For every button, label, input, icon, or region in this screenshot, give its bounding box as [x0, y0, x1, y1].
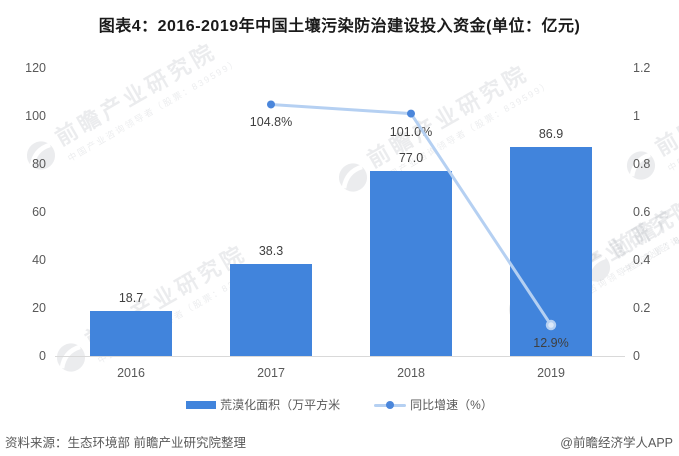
right-axis-tick: 0 — [633, 349, 640, 363]
right-axis-tick: 1.2 — [633, 61, 651, 75]
chart-title: 图表4：2016-2019年中国土壤污染防治建设投入资金(单位：亿元) — [98, 18, 581, 35]
left-axis-tick: 80 — [32, 157, 46, 171]
x-axis-label: 2017 — [257, 366, 285, 380]
bar-value-label: 86.9 — [538, 127, 564, 142]
x-axis-label: 2018 — [397, 366, 425, 380]
brand-note: @前瞻经济学人APP — [560, 436, 673, 450]
right-axis-tick: 0.8 — [633, 157, 651, 171]
bar-2016 — [90, 311, 172, 356]
watermark-subtext: 中国产业咨询领导者（股票：839599） — [66, 56, 241, 164]
left-axis-tick: 60 — [32, 205, 46, 219]
line-swatch-icon — [374, 400, 407, 410]
growth-rate-label: 104.8% — [249, 115, 293, 130]
watermark-text: 前瞻产业研究院 — [651, 47, 679, 161]
qianzhan-watermark: 前瞻产业研究院 中国产业咨询领导者（股票：839599） — [17, 27, 242, 183]
growth-rate-label: 12.9% — [533, 336, 569, 351]
source-note: 资料来源：生态环境部 前瞻产业研究院整理 — [5, 436, 246, 450]
left-axis-tick: 100 — [25, 109, 46, 123]
legend-label-line: 同比增速（%） — [410, 398, 493, 412]
bar-2017 — [230, 264, 312, 356]
bar-2018 — [370, 171, 452, 356]
line-marker-2018 — [407, 109, 415, 118]
left-axis-tick: 0 — [39, 349, 46, 363]
bar-2019 — [510, 147, 592, 356]
right-axis-tick: 0.6 — [633, 205, 651, 219]
legend-label-bar: 荒漠化面积（万平方米 — [220, 398, 341, 412]
legend: 荒漠化面积（万平方米 同比增速（%） — [0, 396, 679, 413]
x-axis-line — [55, 356, 625, 357]
left-axis-tick: 40 — [32, 253, 46, 267]
left-axis-tick: 20 — [32, 301, 46, 315]
right-axis-tick: 0.4 — [633, 253, 651, 267]
right-axis-tick: 1 — [633, 109, 640, 123]
growth-rate-label: 101.0% — [389, 124, 433, 139]
bar-value-label: 77.0 — [398, 151, 424, 166]
right-axis-tick: 0.2 — [633, 301, 651, 315]
left-axis-tick: 120 — [25, 61, 46, 75]
line-marker-2017 — [267, 100, 275, 109]
legend-item-line-series: 同比增速（%） — [374, 396, 493, 413]
bar-value-label: 18.7 — [118, 291, 144, 306]
bar-value-label: 38.3 — [258, 244, 284, 259]
legend-item-bar-series: 荒漠化面积（万平方米 — [186, 396, 340, 413]
x-axis-label: 2016 — [117, 366, 145, 380]
bar-swatch-icon — [186, 400, 217, 409]
footer: 资料来源：生态环境部 前瞻产业研究院整理 @前瞻经济学人APP — [0, 432, 679, 451]
watermark-text: 前瞻产业研究院 — [51, 37, 222, 151]
x-axis-label: 2019 — [537, 366, 565, 380]
